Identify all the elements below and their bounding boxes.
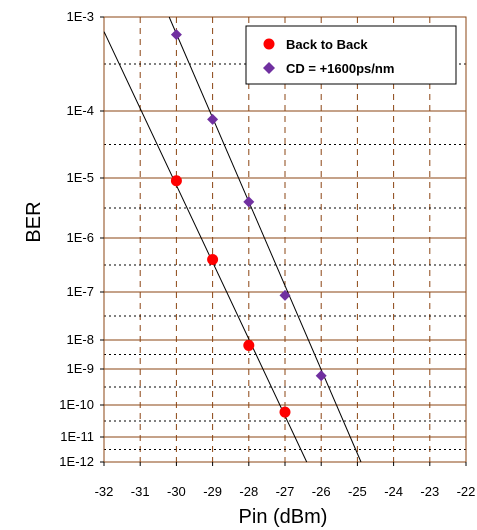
x-axis-title: Pin (dBm) (239, 506, 328, 528)
y-tick-labels: 1E-3 1E-4 1E-5 1E-6 1E-7 1E-8 1E-9 1E-10 1E-11 1E… (59, 9, 94, 469)
x-tick-label: -26 (312, 484, 331, 499)
fit-line-series-1 (168, 16, 362, 463)
data-point-series-1 (315, 370, 327, 382)
legend-marker-back-to-back (263, 38, 275, 50)
plot-frame (100, 16, 467, 466)
fit-lines (103, 16, 362, 463)
data-point-series-1 (207, 113, 219, 125)
x-tick-labels: -32 -31 -30 -29 -28 -27 -26 -25 -24 -23 -22 (95, 484, 476, 499)
y-tick-label: 1E-5 (67, 170, 94, 185)
y-tick-label: 1E-9 (67, 361, 94, 376)
x-tick-label: -28 (239, 484, 258, 499)
y-axis-title: BER (23, 201, 45, 242)
y-tick-label: 1E-6 (67, 230, 94, 245)
x-tick-label: -27 (276, 484, 295, 499)
data-point-series-1 (243, 196, 255, 208)
y-tick-label: 1E-10 (59, 397, 94, 412)
x-tick-label: -23 (420, 484, 439, 499)
x-tick-label: -24 (384, 484, 403, 499)
y-tick-label: 1E-3 (67, 9, 94, 24)
y-tick-label: 1E-4 (67, 103, 94, 118)
legend: Back to Back CD = +1600ps/nm (245, 25, 457, 85)
data-point-series-1 (170, 29, 182, 41)
data-point-series-0 (243, 339, 255, 351)
legend-label-cd: CD = +1600ps/nm (286, 61, 394, 76)
x-tick-label: -22 (457, 484, 476, 499)
data-point-series-0 (170, 175, 182, 187)
data-markers (170, 29, 327, 418)
legend-label-back-to-back: Back to Back (286, 37, 368, 52)
x-tick-label: -32 (95, 484, 114, 499)
x-tick-label: -31 (131, 484, 150, 499)
x-tick-label: -29 (203, 484, 222, 499)
y-tick-label: 1E-7 (67, 284, 94, 299)
legend-box (245, 25, 457, 85)
y-tick-label: 1E-8 (67, 332, 94, 347)
legend-marker-cd (263, 62, 275, 74)
y-tick-label: 1E-12 (59, 454, 94, 469)
data-point-series-1 (279, 289, 291, 301)
y-tick-label: 1E-11 (60, 429, 94, 444)
x-tick-label: -25 (348, 484, 367, 499)
fit-line-series-0 (103, 31, 308, 463)
x-tick-label: -30 (167, 484, 186, 499)
data-point-series-0 (279, 406, 291, 418)
data-point-series-0 (207, 253, 219, 265)
grid (104, 17, 466, 462)
